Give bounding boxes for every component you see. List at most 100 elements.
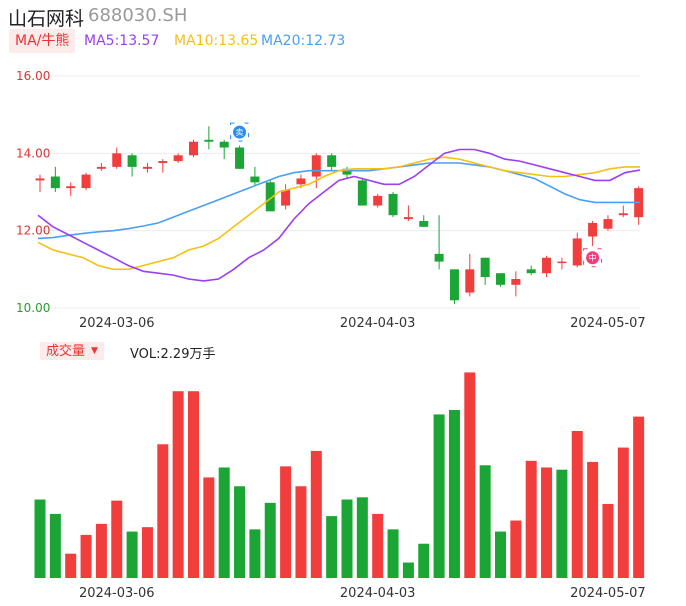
volume-bar [525, 460, 537, 578]
volume-bar [541, 467, 553, 578]
candle [250, 176, 260, 183]
volume-bar [249, 529, 261, 578]
svg-text:中: 中 [589, 253, 597, 263]
ma10-line [37, 156, 640, 271]
date-tick-label: 2024-03-06 [79, 586, 155, 601]
volume-bar [310, 450, 322, 578]
candle [173, 155, 183, 162]
candle [449, 269, 459, 301]
volume-bar [556, 469, 568, 578]
volume-bar [617, 447, 629, 578]
candle [142, 166, 152, 169]
volume-bar [234, 486, 246, 578]
volume-bar [571, 431, 583, 578]
price-tick-label: 14.00 [16, 146, 50, 160]
candle [189, 141, 198, 156]
volume-bar [372, 513, 384, 578]
volume-bar [49, 513, 61, 578]
date-tick-label: 2024-03-06 [79, 316, 155, 331]
volume-tag-label: 成交量 [46, 344, 86, 359]
candle [419, 221, 429, 227]
volume-bar [65, 553, 77, 578]
volume-bar [95, 523, 107, 578]
volume-bar [433, 414, 445, 578]
date-tick-label: 2024-05-07 [570, 316, 646, 331]
candle [235, 147, 245, 169]
volume-bar [495, 531, 506, 578]
volume-bar [479, 465, 491, 578]
volume-bar [34, 499, 46, 578]
candle [204, 139, 214, 142]
candle [81, 174, 91, 189]
candle [480, 257, 490, 278]
volume-bar [280, 466, 292, 578]
stock-name: 山石网科 [8, 8, 85, 30]
candle [496, 273, 505, 285]
price-tick-label: 12.00 [16, 224, 50, 238]
price-tick-label: 10.00 [16, 301, 50, 315]
candle [403, 217, 413, 220]
volume-bar [188, 391, 199, 578]
volume-bar [172, 391, 184, 578]
volume-bar [157, 444, 169, 578]
ma5-line [37, 148, 641, 282]
price-tick-label: 16.00 [16, 69, 50, 83]
volume-bar [295, 486, 307, 578]
volume-bar [387, 529, 399, 578]
candle [511, 279, 521, 285]
ma-indicator-selector[interactable]: MA/牛熊 [9, 29, 76, 53]
date-tick-label: 2024-04-03 [340, 316, 416, 331]
volume-bar [203, 477, 215, 578]
volume-bar [402, 562, 414, 578]
volume-bar [126, 531, 138, 578]
date-tick-label: 2024-04-03 [340, 586, 416, 601]
volume-bar [264, 502, 276, 578]
volume-bar [464, 372, 476, 578]
candle [603, 219, 613, 229]
stock-code: 688030.SH [88, 5, 188, 26]
buy-signal-icon: 中 [583, 248, 603, 268]
candle [465, 269, 475, 293]
ma20-line [37, 162, 640, 240]
candle [281, 190, 291, 206]
candle [66, 186, 76, 189]
candle [296, 178, 306, 185]
candle [557, 261, 567, 264]
ma5-value: MA5:13.57 [84, 33, 160, 49]
candle [373, 195, 383, 206]
volume-indicator-selector[interactable]: 成交量 ▼ [40, 342, 104, 360]
candle [526, 269, 536, 274]
candle [35, 178, 45, 181]
volume-value: VOL:2.29万手 [130, 347, 216, 362]
candle [434, 253, 444, 262]
candle [327, 155, 337, 167]
candle [112, 153, 122, 167]
caret-down-icon: ▼ [91, 346, 98, 356]
candle [542, 257, 552, 274]
candle [127, 155, 137, 167]
candle [265, 182, 275, 212]
ma20-value: MA20:12.73 [261, 33, 346, 49]
candle [219, 141, 229, 148]
volume-bar [141, 527, 153, 578]
volume-bar [418, 543, 430, 578]
volume-bar [356, 497, 368, 578]
volume-bar [602, 503, 614, 578]
candle [618, 213, 628, 216]
candle [357, 180, 367, 206]
candle [342, 168, 352, 175]
volume-bar [587, 461, 599, 578]
candle [588, 222, 598, 237]
volume-bar [633, 416, 645, 578]
ma10-value: MA10:13.65 [174, 33, 259, 49]
candle [388, 193, 398, 216]
candle [572, 238, 582, 266]
volume-bar [80, 534, 92, 578]
candle [158, 161, 168, 163]
candle [311, 155, 321, 177]
volume-bar [341, 499, 353, 578]
candle [50, 176, 60, 189]
date-tick-label: 2024-05-07 [570, 586, 646, 601]
volume-bar [510, 520, 522, 578]
